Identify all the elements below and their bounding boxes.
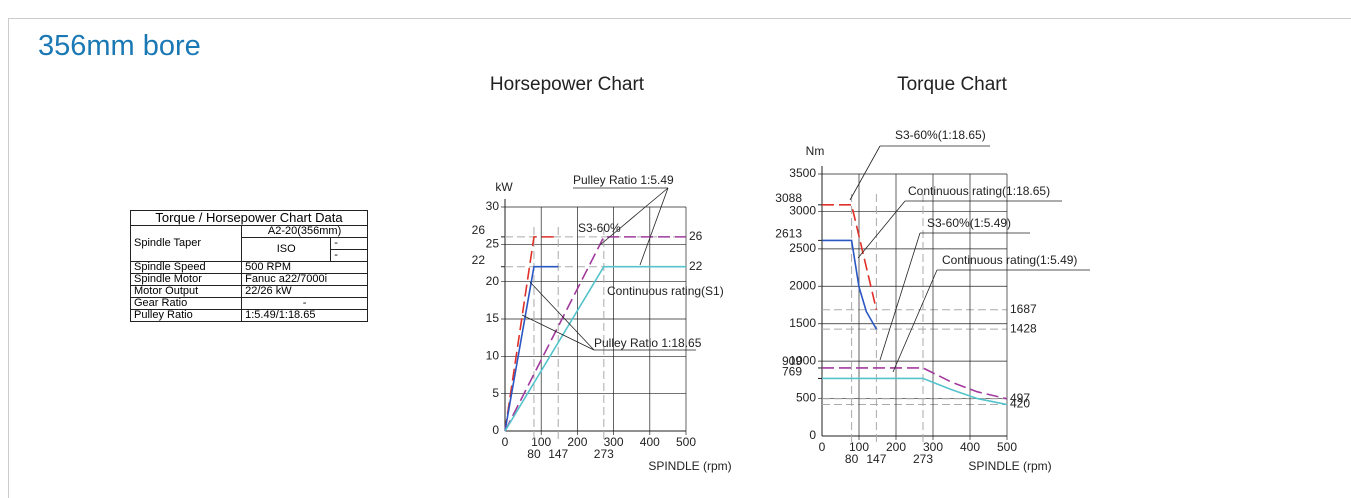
x-ref-label: 273 [594, 447, 614, 461]
series-line [504, 236, 686, 432]
annotation: Continuous rating(S1) [607, 284, 724, 298]
y-tick-label: 2500 [789, 241, 816, 255]
x-tick-label: 0 [502, 435, 509, 449]
heading: 356mm bore [38, 30, 201, 62]
series-line [822, 239, 878, 330]
series-line [822, 367, 1008, 400]
annotation: S3-60% [578, 221, 621, 235]
x-tick-label: 100 [531, 435, 551, 449]
y-tick-label: 1000 [789, 353, 816, 367]
y-tick-label: 20 [486, 274, 500, 288]
y-tick-label: 10 [486, 349, 500, 363]
x-tick-label: 400 [960, 440, 980, 454]
series-line [504, 236, 559, 432]
y-tick-label: 1500 [789, 316, 816, 330]
leader-line [599, 187, 669, 246]
y-ref-label: 22 [472, 253, 486, 267]
y-ref-label: 769 [782, 365, 802, 379]
x-ref-label: 147 [548, 447, 568, 461]
x-tick-label: 400 [640, 435, 660, 449]
y-tick-label: 2000 [789, 278, 816, 292]
x-tick-label: 200 [886, 440, 906, 454]
annotation: S3-60%(1:5.49) [927, 216, 1011, 230]
y-tick-label: 0 [809, 428, 816, 442]
right-label: 1428 [1010, 321, 1037, 335]
x-axis-label: SPINDLE (rpm) [968, 459, 1051, 473]
x-tick-label: 0 [819, 440, 826, 454]
x-tick-label: 500 [676, 435, 696, 449]
cell: 1:5.49/1:18.65 [241, 309, 368, 322]
y-tick-label: 0 [492, 423, 499, 437]
x-tick-label: 300 [923, 440, 943, 454]
x-tick-label: 500 [997, 440, 1017, 454]
y-tick-label: 3000 [789, 204, 816, 218]
leader-line [521, 314, 595, 351]
leader-line [639, 187, 669, 266]
leader-line [849, 145, 881, 201]
right-label: 420 [1010, 397, 1030, 411]
y-tick-label: 30 [486, 199, 500, 213]
spec-table: Torque / Horsepower Chart Data Spindle T… [129, 210, 368, 322]
right-label: 26 [689, 229, 703, 243]
series-line [822, 377, 1008, 406]
x-ref-label: 80 [845, 452, 859, 466]
annotation: Continuous rating(1:5.49) [942, 253, 1077, 267]
y-tick-label: 25 [486, 237, 500, 251]
annotation: Continuous rating(1:18.65) [908, 184, 1050, 198]
annotation: Pulley Ratio 1:5.49 [573, 173, 674, 187]
cell: Spindle Taper [129, 225, 243, 262]
right-label: 22 [689, 259, 703, 273]
cell: ISO [241, 237, 332, 262]
x-ref-label: 273 [913, 452, 933, 466]
chart-title: Torque Chart [897, 74, 1008, 95]
y-ref-label: 2613 [775, 227, 802, 241]
y-axis-label: Nm [806, 144, 825, 158]
y-tick-label: 5 [492, 386, 499, 400]
x-ref-label: 80 [527, 447, 541, 461]
y-axis-label: kW [495, 180, 513, 194]
right-label: 497 [1010, 391, 1030, 405]
y-ref-label: 26 [472, 223, 486, 237]
series-line [504, 265, 559, 432]
y-tick-label: 15 [486, 311, 500, 325]
x-tick-label: 200 [567, 435, 587, 449]
series-line [504, 265, 686, 432]
y-tick-label: 3500 [789, 166, 816, 180]
annotation: S3-60%(1:18.65) [895, 128, 986, 142]
x-ref-label: 147 [866, 452, 886, 466]
frame [8, 18, 1351, 498]
series-line [822, 204, 878, 310]
y-tick-label: 500 [796, 391, 816, 405]
x-axis-label: SPINDLE (rpm) [648, 459, 731, 473]
leader-line [529, 281, 595, 351]
y-ref-label: 909 [782, 354, 802, 368]
cell: Pulley Ratio [129, 309, 243, 322]
x-tick-label: 100 [849, 440, 869, 454]
y-ref-label: 3088 [775, 191, 802, 205]
chart-title: Horsepower Chart [490, 74, 645, 95]
x-tick-label: 300 [604, 435, 624, 449]
leader-line [879, 232, 921, 361]
leader-line [857, 200, 906, 259]
right-label: 1687 [1010, 302, 1037, 316]
leader-line [892, 269, 938, 373]
annotation: Pulley Ratio 1:18.65 [594, 336, 702, 350]
